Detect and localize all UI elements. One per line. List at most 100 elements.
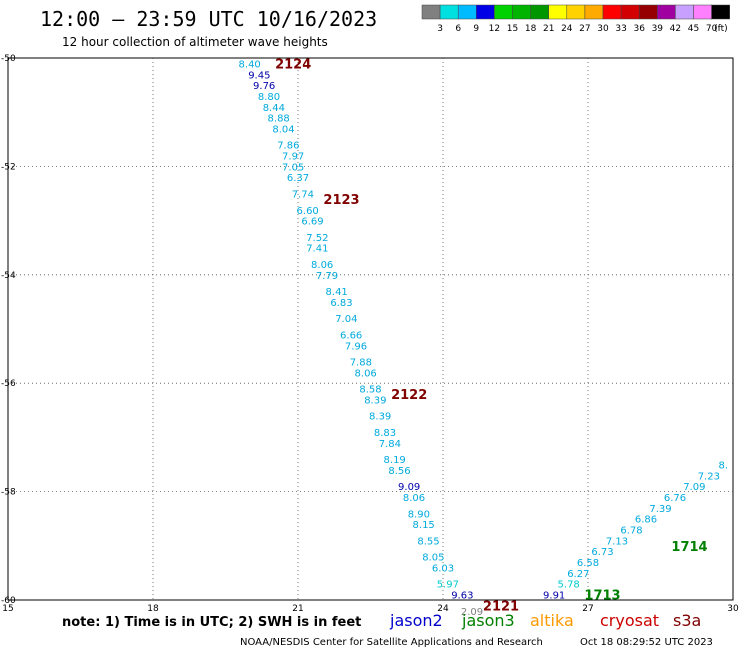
wave-height-point: 8.06 xyxy=(403,493,425,504)
pass-id-annotation: 2122 xyxy=(391,388,427,403)
color-swatch xyxy=(566,4,586,20)
wave-height-point: 8.05 xyxy=(422,553,444,564)
pass-id-annotation: 1713 xyxy=(584,589,620,604)
color-swatch xyxy=(494,4,513,20)
wave-height-point: 5.78 xyxy=(558,580,580,591)
wave-height-point: 7.23 xyxy=(698,471,720,482)
wave-height-point: 9.91 xyxy=(543,591,565,602)
mission-legend: jason2 jason3 altika cryosat s3a xyxy=(389,611,701,630)
chart-title: 12:00 – 23:59 UTC 10/16/2023 xyxy=(40,7,377,31)
wave-height-point: 8.39 xyxy=(364,395,386,406)
wave-height-point: 6.73 xyxy=(591,547,613,558)
x-tick-label: 21 xyxy=(292,604,303,614)
wave-height-point: 7.74 xyxy=(292,190,314,201)
y-tick-label: -52 xyxy=(1,162,16,172)
y-tick-label: -58 xyxy=(1,488,16,498)
wave-height-point: 7.84 xyxy=(379,439,401,450)
color-scale-label: 24 xyxy=(561,24,573,34)
chart-subtitle: 12 hour collection of altimeter wave hei… xyxy=(62,35,328,49)
color-swatch xyxy=(421,4,441,20)
color-scale-legend: 3 6 9 12 15 18 21 24 27 30 33 36 39 42 45 70(ft) xyxy=(421,4,730,34)
wave-height-point: 6.66 xyxy=(340,330,362,341)
wave-height-point: 9.45 xyxy=(248,70,270,81)
wave-height-point: 7.13 xyxy=(606,536,628,547)
wave-height-point: 8.19 xyxy=(384,455,406,466)
wave-height-point: 7.52 xyxy=(306,233,328,244)
wave-height-point: 6.60 xyxy=(297,206,319,217)
wave-height-point: 7.05 xyxy=(282,162,304,173)
color-swatch xyxy=(602,4,622,20)
color-scale-label: 39 xyxy=(652,24,664,34)
wave-height-point: 8.55 xyxy=(417,536,439,547)
pass-id-annotation: 2121 xyxy=(483,599,519,614)
wave-height-point: 6.58 xyxy=(577,558,599,569)
wave-height-point: 6.76 xyxy=(664,493,686,504)
color-swatch xyxy=(620,4,640,20)
wave-height-point: 6.86 xyxy=(635,515,657,526)
y-tick-label: -50 xyxy=(1,54,16,64)
mission-label: s3a xyxy=(673,611,701,630)
color-scale-label: 27 xyxy=(579,24,590,34)
color-swatch xyxy=(548,4,568,20)
wave-height-point: 8.06 xyxy=(311,260,333,271)
gridlines xyxy=(8,58,733,600)
mission-label: jason2 xyxy=(389,611,443,630)
color-scale-unit: (ft) xyxy=(714,24,728,34)
color-swatch xyxy=(530,4,549,20)
color-scale-label: 15 xyxy=(507,24,518,34)
x-tick-label: 18 xyxy=(147,604,159,614)
color-scale-label: 6 xyxy=(455,24,461,34)
color-scale-label: 18 xyxy=(525,24,537,34)
plot-area: -50-52-54-56-58-60 15 18 21 24 27 30 8.409.45… xyxy=(1,54,739,618)
color-swatch xyxy=(584,4,604,20)
y-axis-ticks: -50 -52 -54 -56 -58 -60 xyxy=(1,54,16,606)
color-swatch xyxy=(638,4,658,20)
wave-height-point: 8. xyxy=(719,461,729,472)
color-scale-label: 30 xyxy=(597,24,609,34)
plot-frame xyxy=(7,57,734,601)
y-tick-label: -56 xyxy=(1,379,16,389)
wave-height-point: 8.58 xyxy=(359,385,381,396)
wave-height-point: 8.06 xyxy=(355,368,377,379)
wave-height-point: 7.96 xyxy=(345,341,367,352)
wave-height-point: 6.27 xyxy=(567,569,589,580)
color-scale-label: 9 xyxy=(473,24,479,34)
wave-height-point: 5.97 xyxy=(437,580,459,591)
wave-height-point: 7.79 xyxy=(316,271,338,282)
wave-height-point: 9.63 xyxy=(451,591,473,602)
wave-height-point: 7.04 xyxy=(335,314,357,325)
wave-height-point: 7.88 xyxy=(350,358,372,369)
footer-note: note: 1) Time is in UTC; 2) SWH is in fe… xyxy=(62,615,361,630)
x-axis-ticks: 15 18 21 24 27 30 xyxy=(2,604,739,614)
wave-height-point: 8.83 xyxy=(374,428,396,439)
wave-height-point: 6.37 xyxy=(287,173,309,184)
wave-height-point: 6.83 xyxy=(330,298,352,309)
x-tick-label: 27 xyxy=(582,604,593,614)
pass-id-annotation: 2123 xyxy=(323,193,359,208)
wave-height-point: 8.41 xyxy=(326,287,348,298)
color-swatch xyxy=(457,4,477,20)
color-swatch xyxy=(476,4,495,20)
wave-height-point: 7.39 xyxy=(649,504,671,515)
x-tick-label: 30 xyxy=(727,604,739,614)
color-swatch xyxy=(675,4,694,20)
wave-height-point: 6.78 xyxy=(620,526,642,537)
mission-label: altika xyxy=(530,611,574,630)
y-tick-label: -60 xyxy=(1,596,16,606)
color-scale-label: 33 xyxy=(615,24,626,34)
color-scale-label: 21 xyxy=(543,24,554,34)
x-tick-label: 15 xyxy=(2,604,13,614)
color-scale-label: 36 xyxy=(633,24,645,34)
wave-height-point: 8.15 xyxy=(413,520,435,531)
pass-id-annotation: 2124 xyxy=(275,57,311,72)
footer-credit: NOAA/NESDIS Center for Satellite Applica… xyxy=(240,637,543,648)
color-swatch xyxy=(512,4,531,20)
color-scale-label: 45 xyxy=(688,24,699,34)
wave-height-point: 8.80 xyxy=(258,92,280,103)
wave-height-point: 8.56 xyxy=(388,466,410,477)
wave-height-point: 8.90 xyxy=(408,509,430,520)
wave-height-point: 7.86 xyxy=(277,141,299,152)
x-tick-label: 24 xyxy=(437,604,449,614)
